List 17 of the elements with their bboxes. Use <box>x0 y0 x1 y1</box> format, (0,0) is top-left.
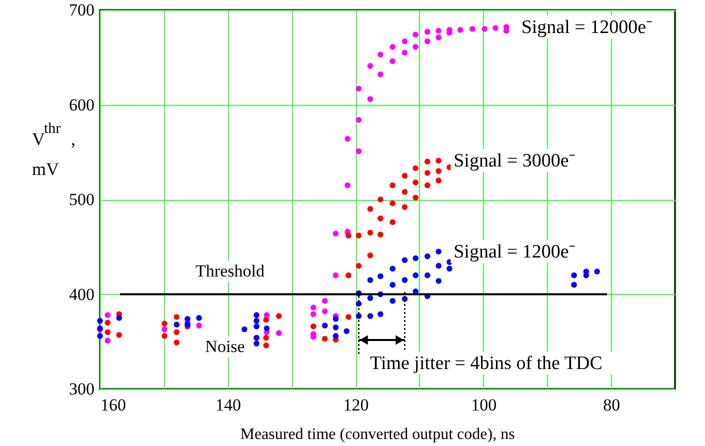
annotation: Time jitter = 4bins of the TDC <box>370 353 602 374</box>
y-tick-label: 500 <box>69 190 94 209</box>
x-tick-label: 100 <box>471 396 497 414</box>
y-tick-label: 700 <box>69 0 94 20</box>
y-tick-label: 400 <box>69 284 94 304</box>
y-tick-label: 600 <box>69 95 94 114</box>
x-tick-label: 120 <box>343 396 369 414</box>
y-tick-label: 300 <box>69 380 94 398</box>
ref-line-label: Threshold <box>196 261 265 280</box>
x-axis-title: Measured time (converted output code), ns <box>240 426 515 443</box>
series-label: Signal = 1200e⁻ <box>454 242 575 263</box>
x-tick-label: 140 <box>216 396 242 414</box>
x-tick-label: 160 <box>100 396 126 414</box>
series-label: Signal = 12000e⁻ <box>521 17 652 38</box>
series-label: Signal = 3000e⁻ <box>454 150 575 172</box>
x-tick-label: 80 <box>603 396 620 414</box>
annotation: Noise <box>205 337 245 356</box>
